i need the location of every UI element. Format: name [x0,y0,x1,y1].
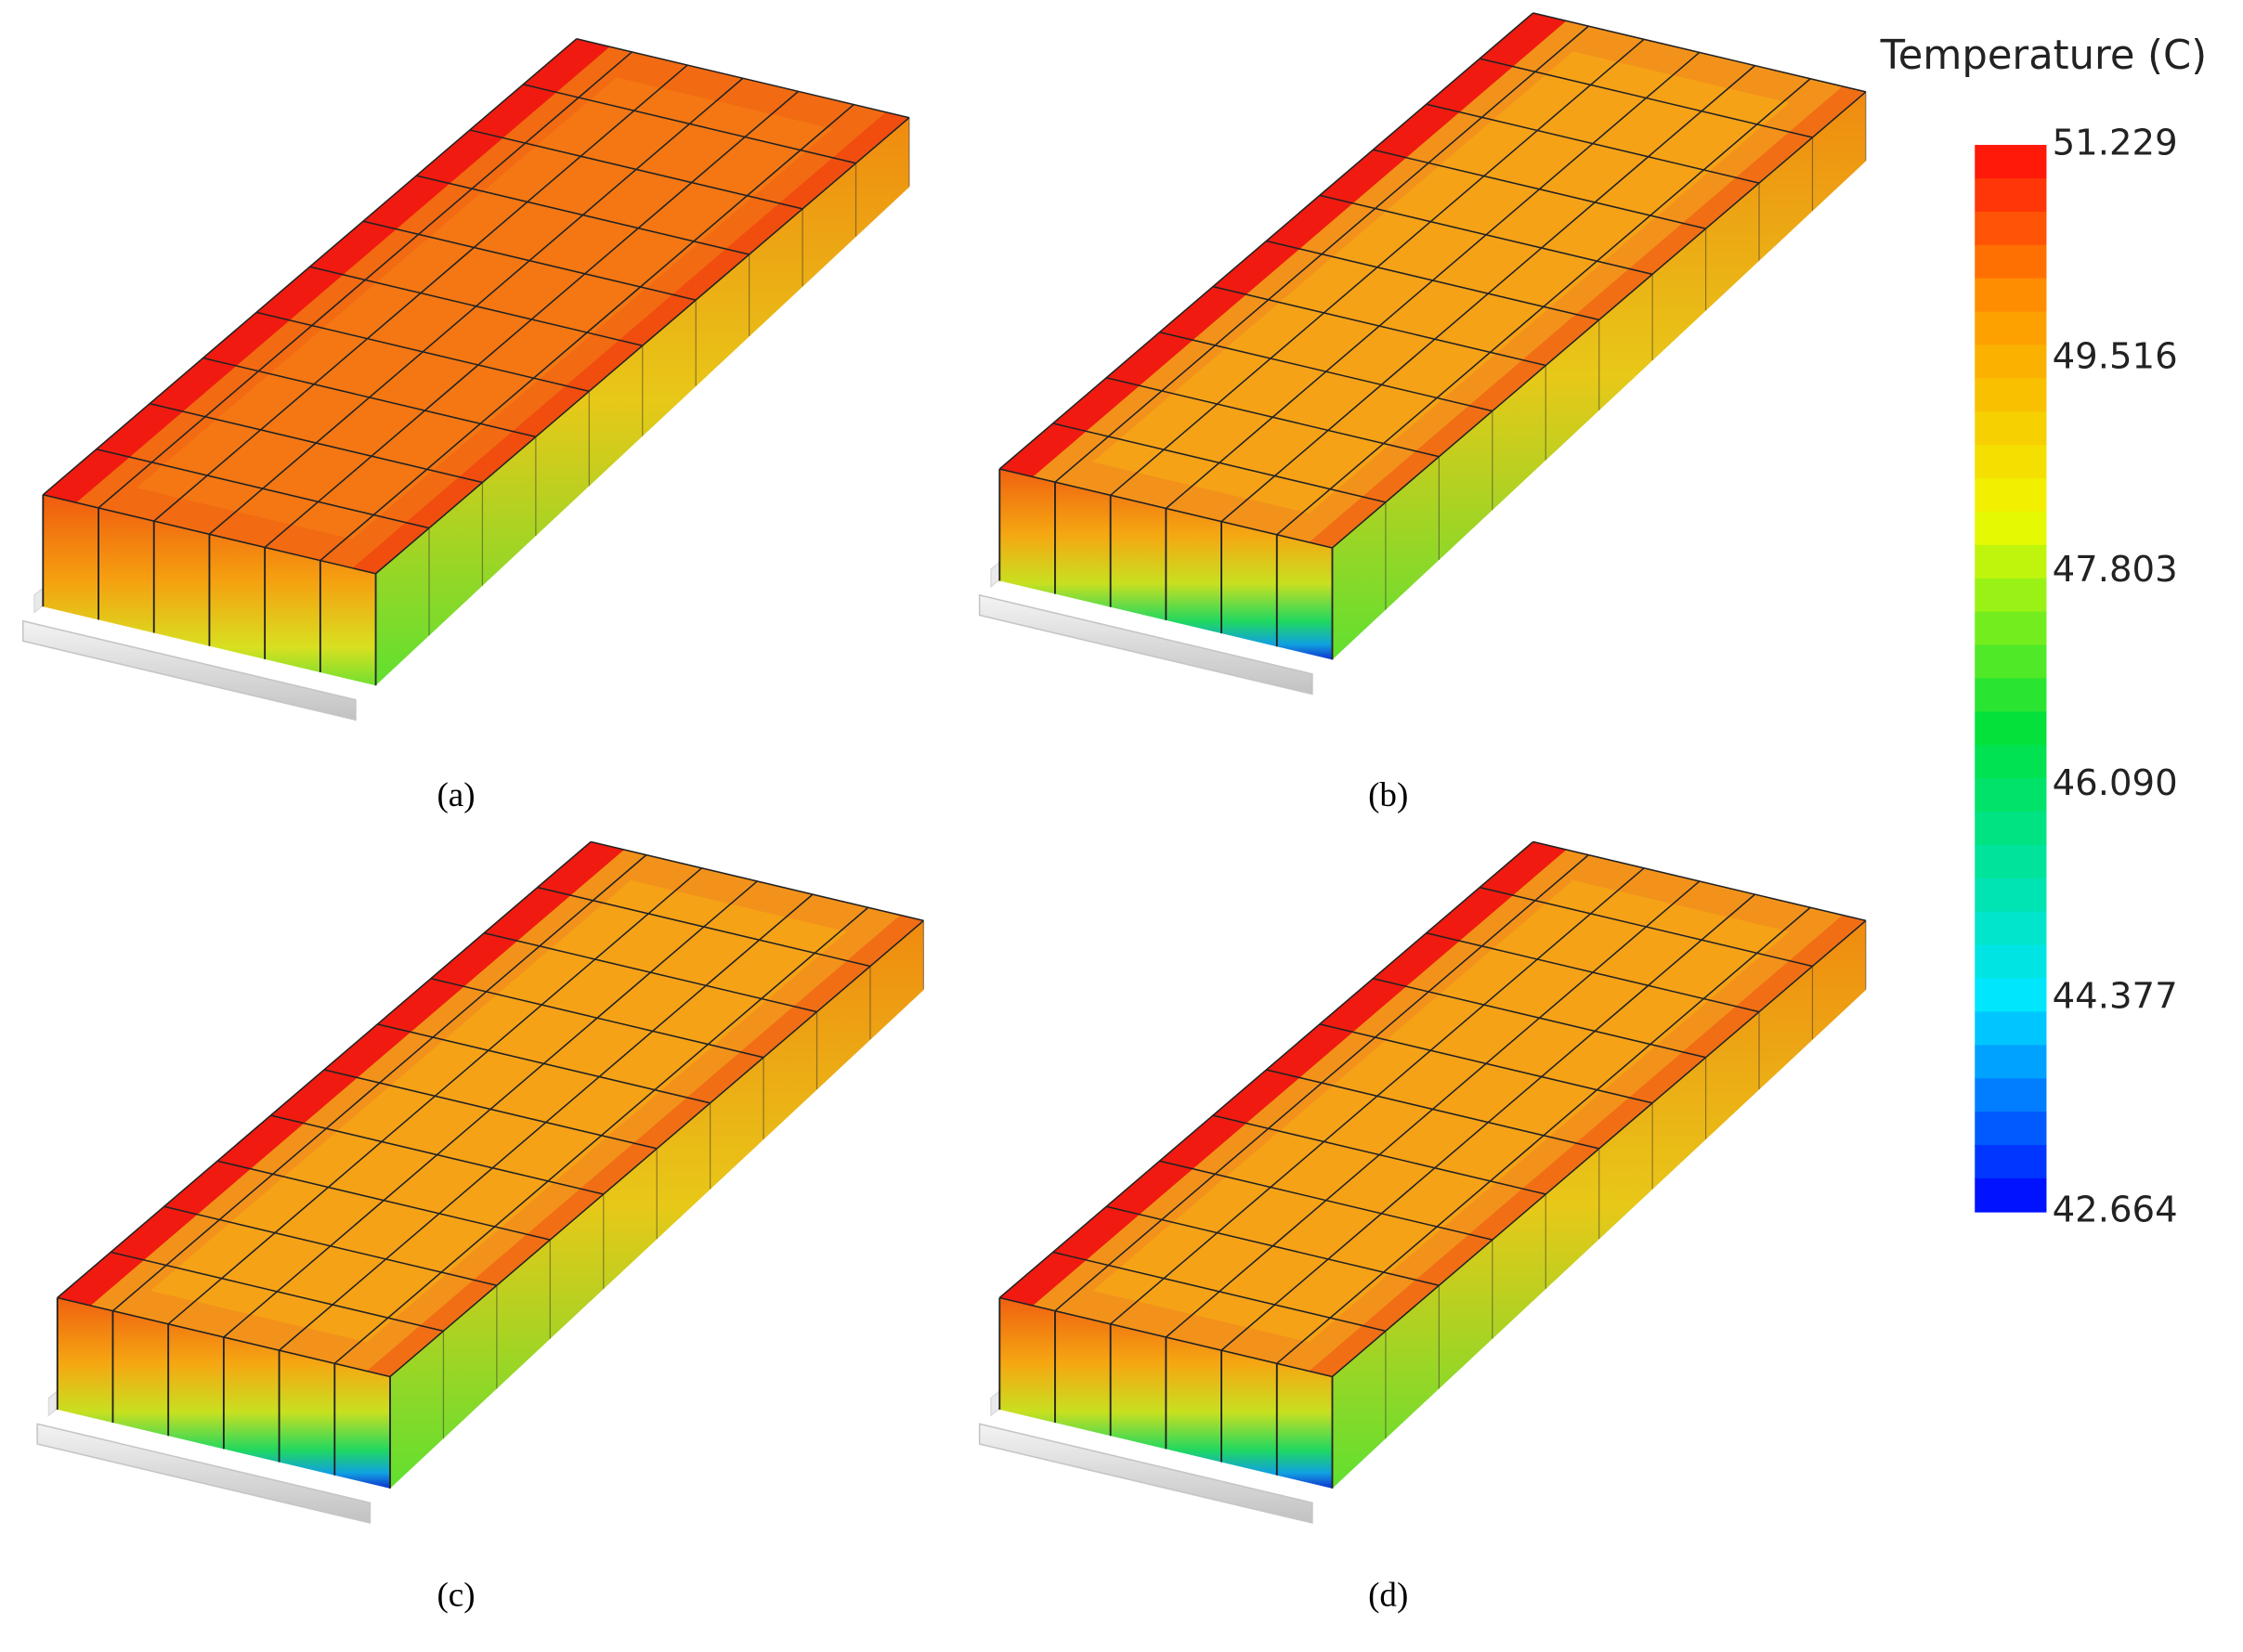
colorbar-band [1975,944,2047,980]
cell-edge [377,1023,711,1104]
colorbar-tick-label: 47.803 [2053,549,2178,591]
cooling-pipe [21,619,357,722]
colorbar-band [1975,911,2047,946]
colorbar-band [1975,1177,2047,1213]
cell-edge [590,840,924,922]
cell-edge [163,1205,498,1286]
colorbar-tick-label: 49.516 [2053,335,2178,377]
cell-edge [1373,978,1706,1059]
cell-edge [1319,194,1653,276]
cooling-pipe [978,1423,1313,1524]
colorbar-band [1975,778,2047,813]
cell-edge [537,886,871,968]
colorbar-band [1975,978,2047,1013]
colorbar-band [1975,311,2047,346]
colorbar-band [1975,878,2047,913]
panel-label: (a) [437,776,475,814]
colorbar-band [1975,611,2047,646]
cell-edge [1426,931,1760,1013]
cooling-pipe [978,593,1313,696]
colorbar-band [1975,177,2047,213]
colorbar-tick-label: 51.229 [2053,123,2178,164]
panel-label: (d) [1368,1577,1408,1615]
battery-pack [978,840,1867,1524]
colorbar-band [1975,378,2047,413]
cell-edge [1480,886,1813,968]
cell-edge [999,1296,1333,1378]
cooling-pipe [36,1423,372,1524]
cell-edge [323,1069,658,1150]
cell-edge [270,1114,604,1195]
colorbar-band [1975,644,2047,680]
cell-edge [362,220,697,301]
cell-edge [416,175,750,255]
colorbar-band [1975,1112,2047,1146]
colorbar-band [1975,478,2047,513]
panel-label: (c) [437,1577,475,1615]
cell-edge [1105,377,1440,458]
cell-edge [1480,58,1813,138]
colorbar-band [1975,345,2047,380]
cell-edge [1532,12,1867,93]
cell-edge [57,1296,391,1378]
cell-edge [1532,840,1867,922]
cell-edge [111,1251,444,1333]
colorbar-band [1975,145,2047,179]
colorbar-band [1975,711,2047,747]
cell-edge [150,402,483,484]
cell-edge [216,1160,551,1241]
cell-edge [1159,1160,1493,1241]
cell-edge [999,468,1333,549]
colorbar-band [1975,1045,2047,1080]
colorbar-band [1975,211,2047,246]
colorbar-band [1975,678,2047,713]
colorbar-band [1975,812,2047,846]
cell-edge [1212,1114,1546,1195]
battery-pack [36,840,925,1524]
colorbar-band [1975,244,2047,280]
colorbar-band [1975,411,2047,446]
cell-edge [43,494,376,575]
cell-edge [1212,285,1546,367]
cell-edge [96,448,430,529]
cell-edge [1052,423,1387,503]
colorbar-band [1975,278,2047,313]
cell-edge [1319,1023,1653,1104]
cell-edge [1426,103,1760,184]
colorbar-title: Temperature (C) [1880,33,2207,79]
colorbar-band [1975,1145,2047,1179]
colorbar-band [1975,844,2047,879]
colorbar-band [1975,445,2047,479]
colorbar-tick-label: 42.664 [2053,1189,2178,1230]
cell-edge [202,357,537,438]
panel-label: (b) [1368,776,1408,814]
cell-edge [1373,149,1706,229]
cell-edge [1052,1251,1387,1333]
cell-edge [1266,1069,1599,1150]
cell-edge [484,931,817,1013]
cell-edge [1159,331,1493,412]
colorbar-band [1975,578,2047,613]
colorbar-band [1975,544,2047,579]
colorbar-tick-label: 44.377 [2053,976,2178,1018]
colorbar-band [1975,745,2047,779]
cell-edge [469,129,803,210]
cell-edge [1105,1205,1440,1286]
cell-edge [1266,240,1599,321]
colorbar-band [1975,1078,2047,1112]
cell-edge [255,311,590,393]
cell-edge [309,266,643,346]
cell-edge [430,978,764,1059]
cell-edge [523,84,856,164]
cell-edge [576,38,910,119]
battery-pack [21,38,910,722]
colorbar-band [1975,1011,2047,1047]
colorbar-band [1975,511,2047,546]
battery-pack [978,12,1867,696]
colorbar-tick-label: 46.090 [2053,762,2178,804]
